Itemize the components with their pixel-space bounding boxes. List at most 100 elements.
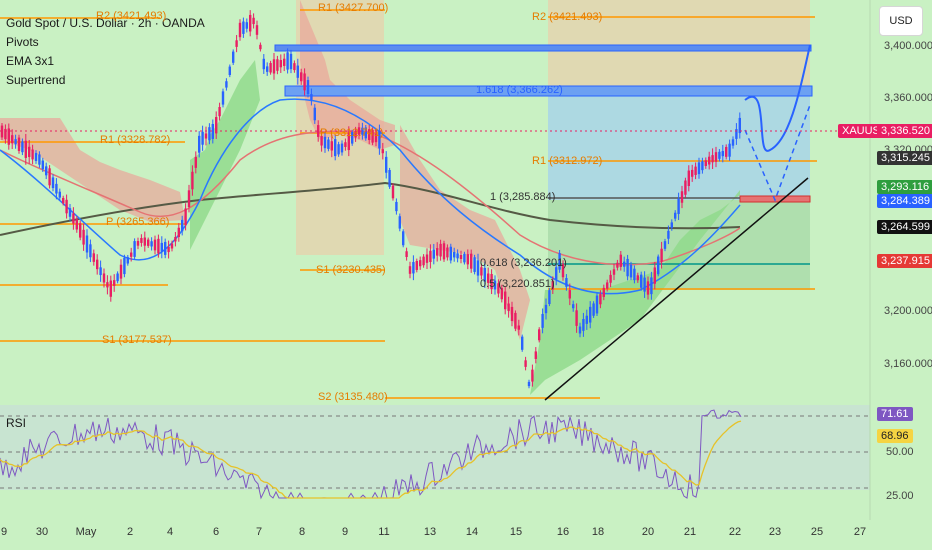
candle-body	[510, 306, 514, 322]
currency-button[interactable]: USD	[879, 6, 923, 36]
candles	[0, 10, 741, 389]
candle-body	[704, 160, 707, 166]
candle-body	[221, 91, 225, 105]
candle-body	[548, 290, 551, 305]
candle-body	[388, 170, 391, 187]
candle-body	[551, 280, 554, 290]
candle-body	[215, 117, 218, 134]
candle-body	[459, 254, 463, 260]
candle-body	[164, 241, 167, 255]
trendline[interactable]	[544, 177, 809, 401]
chart-legend[interactable]: Gold Spot / U.S. Dollar · 2h · OANDA Piv…	[6, 14, 205, 90]
candle-body	[487, 273, 490, 283]
target-zone-blue	[548, 86, 810, 200]
ma-slow-line	[0, 181, 741, 236]
candle-body	[72, 213, 75, 224]
candle-body	[334, 139, 337, 157]
candle-body	[368, 129, 371, 141]
candle-body	[660, 248, 663, 262]
rsi-title[interactable]: RSI	[6, 416, 27, 430]
indicator-supertrend[interactable]: Supertrend	[6, 73, 66, 87]
candle-body	[531, 369, 534, 382]
candle-body	[612, 269, 616, 275]
candle-body	[738, 117, 741, 134]
candle-body	[41, 160, 44, 170]
candle-body	[449, 246, 452, 261]
candle-body	[640, 274, 643, 288]
candle-body	[687, 170, 690, 187]
candle-body	[323, 136, 327, 149]
pivot-label-r2-left: R2 (3421.493)	[96, 10, 167, 22]
candle-body	[306, 80, 310, 94]
candle-body	[130, 252, 133, 257]
candle-body	[249, 14, 252, 32]
candle-body	[269, 63, 272, 73]
candle-body	[330, 141, 333, 151]
candle-body	[65, 199, 68, 214]
candle-body	[466, 254, 469, 265]
candle-body	[453, 252, 456, 258]
supertrend-bull-2	[530, 190, 740, 395]
candle-body	[568, 290, 571, 299]
rsi-ma-line	[0, 420, 742, 499]
candle-body	[187, 190, 191, 208]
time-label: 27	[853, 526, 867, 538]
candle-body	[143, 237, 146, 246]
candle-body	[507, 303, 510, 311]
candle-body	[24, 140, 27, 158]
candle-body	[259, 44, 262, 50]
candle-body	[232, 51, 235, 63]
candle-body	[51, 177, 55, 189]
indicator-ema[interactable]: EMA 3x1	[6, 54, 55, 68]
candle-body	[62, 197, 65, 204]
price-label-3360: 3,360.000	[884, 92, 932, 104]
time-label: May	[75, 526, 97, 538]
candle-body	[31, 149, 34, 160]
time-label: 22	[728, 526, 742, 538]
candle-body	[177, 227, 180, 238]
candle-body	[347, 132, 350, 151]
candle-body	[204, 133, 208, 139]
candle-body	[174, 236, 177, 242]
candle-body	[14, 139, 17, 145]
symbol-title[interactable]: Gold Spot / U.S. Dollar · 2h · OANDA	[6, 16, 205, 30]
candle-body	[606, 282, 609, 289]
candle-body	[300, 72, 303, 82]
resistance-box-fib	[284, 85, 813, 97]
candle-body	[446, 247, 449, 258]
time-label: 7	[255, 526, 263, 538]
candle-body	[361, 127, 364, 135]
candle-body	[79, 223, 82, 238]
candle-body	[320, 136, 323, 146]
candle-body	[544, 304, 548, 314]
rsi-value-tag: 71.61	[877, 407, 913, 421]
candle-body	[694, 166, 697, 175]
candle-body	[82, 229, 85, 245]
time-label: 9	[341, 526, 349, 538]
candle-body	[470, 253, 473, 269]
target-zone-top	[548, 0, 810, 86]
fib-label-1618: 1.618 (3,366.262)	[476, 84, 563, 96]
candle-body	[646, 281, 650, 295]
candle-body	[238, 22, 242, 38]
candle-body	[432, 249, 435, 259]
candle-body	[721, 151, 724, 157]
candle-body	[521, 336, 524, 350]
candle-body	[592, 303, 595, 316]
candle-body	[701, 161, 704, 171]
candle-body	[616, 262, 619, 268]
candle-body	[167, 246, 170, 253]
candle-body	[75, 219, 78, 230]
candle-body	[374, 133, 378, 143]
candle-body	[674, 212, 677, 219]
projection-path-alt	[744, 104, 811, 203]
supertrend-bull-1	[190, 60, 260, 250]
candle-body	[317, 125, 320, 137]
candle-body	[408, 266, 412, 274]
time-label: 30	[35, 526, 49, 538]
candle-body	[439, 243, 442, 257]
price-label-3400: 3,400.000	[884, 40, 932, 52]
candle-body	[252, 17, 255, 25]
indicator-pivots[interactable]: Pivots	[6, 35, 39, 49]
